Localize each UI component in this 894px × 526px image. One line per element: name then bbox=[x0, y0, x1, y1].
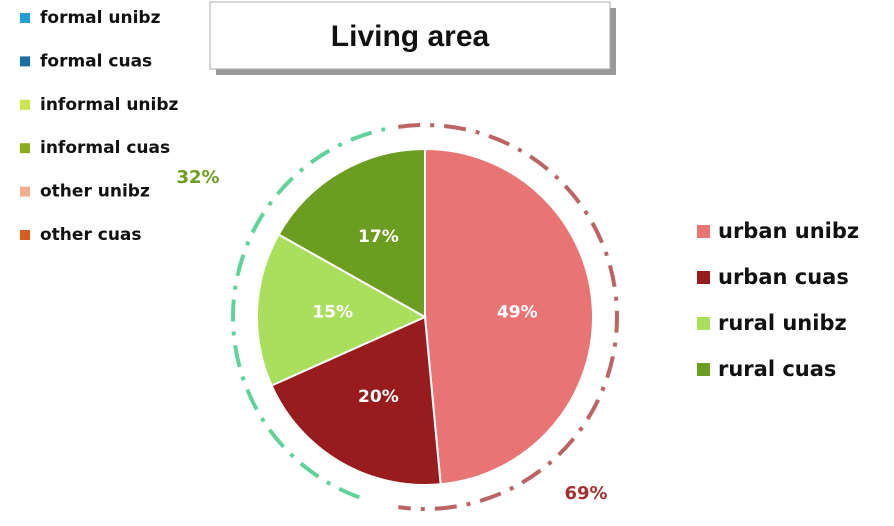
legend-swatch bbox=[20, 13, 30, 23]
legend-swatch bbox=[20, 99, 30, 110]
legend-swatch bbox=[20, 56, 30, 67]
legend-swatch bbox=[697, 317, 710, 330]
pie-slice bbox=[424, 147, 594, 486]
data-label: 15% bbox=[312, 303, 353, 323]
annotation-arc bbox=[398, 123, 619, 511]
annotation-arc bbox=[231, 127, 386, 500]
legend-label: formal unibz bbox=[40, 8, 161, 28]
legend-label: urban unibz bbox=[718, 219, 859, 243]
title-box bbox=[209, 1, 611, 70]
legend-label: formal cuas bbox=[40, 51, 152, 71]
legend-label: urban cuas bbox=[718, 265, 849, 289]
legend-label: other unibz bbox=[40, 182, 150, 202]
pie-slice bbox=[256, 233, 428, 387]
legend-swatch bbox=[20, 143, 30, 154]
data-label: 17% bbox=[358, 227, 399, 247]
legend-swatch bbox=[697, 363, 710, 376]
legend-label: informal unibz bbox=[40, 95, 179, 115]
data-label: 49% bbox=[497, 303, 538, 323]
legend-label: rural unibz bbox=[718, 311, 847, 335]
annotation: 69% bbox=[564, 483, 607, 504]
legend-label: informal cuas bbox=[40, 138, 170, 158]
chart-title: Living area bbox=[331, 20, 490, 53]
legend-swatch bbox=[697, 225, 710, 238]
legend-label: rural cuas bbox=[718, 357, 836, 381]
legend-swatch bbox=[697, 271, 710, 284]
legend-swatch bbox=[20, 186, 30, 197]
legend-swatch bbox=[20, 230, 30, 240]
pie-slice bbox=[270, 315, 442, 486]
pie-slice bbox=[277, 147, 426, 319]
legend-label: other cuas bbox=[40, 225, 142, 245]
annotation: 32% bbox=[176, 167, 219, 188]
data-label: 20% bbox=[358, 387, 399, 407]
